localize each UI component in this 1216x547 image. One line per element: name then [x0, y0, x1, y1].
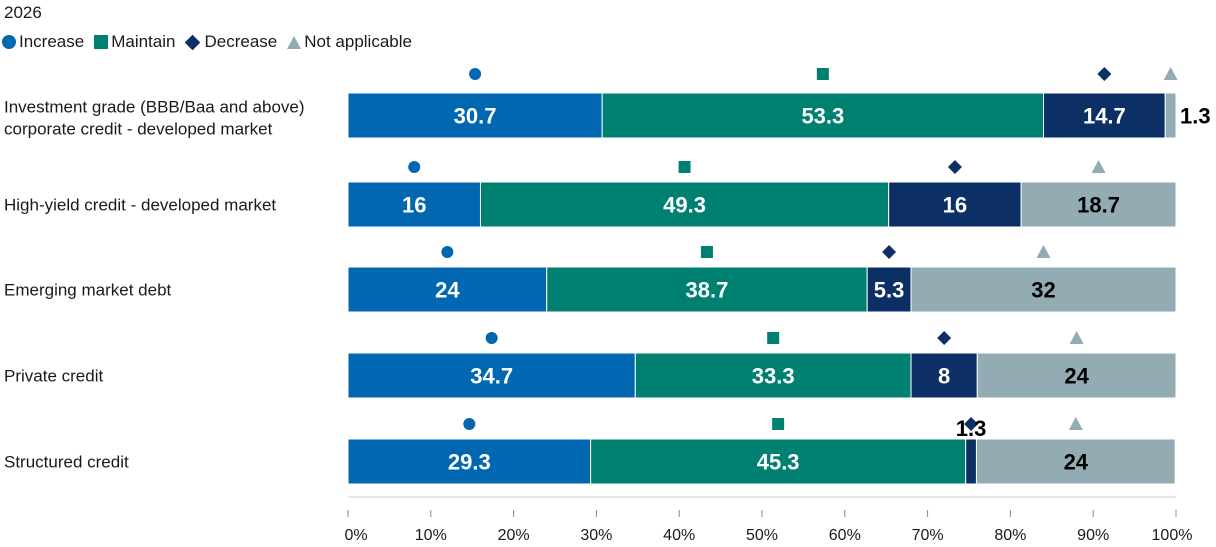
bar-segment-maintain: [479, 181, 890, 228]
bar-segment-maintain: [601, 92, 1045, 139]
x-tick-label: 20%: [498, 527, 530, 544]
triangle-icon: [287, 35, 302, 49]
x-tick-label: 0%: [344, 527, 367, 544]
bar-segment-decrease: [1043, 92, 1166, 139]
legend-item-not-applicable: Not applicable: [287, 32, 412, 52]
decrease-marker: [882, 245, 897, 259]
x-tick-label: 30%: [580, 527, 612, 544]
data-label: 1.3: [1180, 104, 1211, 129]
bar-segment-maintain: [634, 352, 912, 399]
bar-segment-decrease: [910, 352, 978, 399]
increase-marker: [441, 246, 454, 258]
not-applicable-marker: [1036, 245, 1051, 258]
bar-segment-increase: [347, 181, 481, 228]
legend-item-increase: Increase: [2, 32, 84, 52]
x-tick-label: 100%: [1152, 527, 1193, 544]
x-tick-label: 40%: [663, 527, 695, 544]
x-tick-label: 90%: [1077, 527, 1109, 544]
legend-label: Decrease: [204, 32, 278, 51]
bar-segment-increase: [347, 352, 636, 399]
bar-segment-decrease: [866, 266, 912, 313]
x-tick-label: 10%: [415, 527, 447, 544]
maintain-marker: [767, 332, 780, 344]
bar-segment-not-applicable: [976, 352, 1177, 399]
data-label: 45.3: [757, 450, 800, 475]
data-label: 16: [402, 193, 426, 218]
legend-label: Increase: [19, 32, 85, 51]
increase-marker: [463, 418, 476, 430]
data-label: 1.3: [956, 416, 987, 441]
bar-segment-increase: [347, 266, 548, 313]
x-tick-label: 70%: [912, 527, 944, 544]
legend-label: Not applicable: [304, 32, 412, 51]
increase-marker: [408, 161, 421, 173]
increase-marker: [485, 332, 498, 344]
x-tick-label: 80%: [994, 527, 1026, 544]
maintain-marker: [700, 246, 713, 258]
x-tick-label: 50%: [746, 527, 778, 544]
decrease-marker: [964, 417, 979, 431]
bar-segment-maintain: [546, 266, 868, 313]
square-icon: [94, 35, 109, 49]
data-label: 14.7: [1083, 104, 1126, 129]
x-tick-label: 60%: [829, 527, 861, 544]
category-label: Emerging market debt: [4, 281, 172, 300]
increase-marker: [469, 68, 482, 80]
legend-item-decrease: Decrease: [185, 32, 277, 52]
data-label: 24: [1064, 364, 1089, 389]
data-label: 34.7: [470, 364, 513, 389]
bar-segment-decrease: [965, 438, 977, 485]
data-label: 29.3: [448, 450, 491, 475]
legend: Increase Maintain Decrease Not applicabl…: [2, 32, 412, 52]
decrease-marker: [937, 331, 952, 345]
data-label: 24: [1064, 450, 1089, 475]
maintain-marker: [816, 68, 829, 80]
maintain-marker: [772, 418, 785, 430]
legend-label: Maintain: [111, 32, 176, 51]
category-label: Private credit: [4, 367, 103, 386]
category-label: Investment grade (BBB/Baa and above) corp…: [4, 98, 305, 139]
decrease-marker: [947, 160, 962, 174]
category-label: High-yield credit - developed market: [4, 196, 276, 215]
maintain-marker: [678, 161, 691, 173]
not-applicable-marker: [1163, 67, 1178, 80]
bar-segment-not-applicable: [1164, 92, 1177, 139]
bar-segment-maintain: [590, 438, 967, 485]
bar-segment-increase: [347, 438, 592, 485]
data-label: 33.3: [752, 364, 795, 389]
data-label: 16: [943, 193, 967, 218]
bar-segment-not-applicable: [1020, 181, 1177, 228]
not-applicable-marker: [1091, 160, 1106, 173]
not-applicable-marker: [1069, 331, 1084, 344]
bar-segment-not-applicable: [975, 438, 1176, 485]
decrease-marker: [1097, 67, 1112, 81]
bar-segment-increase: [347, 92, 603, 139]
data-label: 49.3: [663, 193, 706, 218]
data-label: 30.7: [454, 104, 497, 129]
data-label: 5.3: [874, 278, 905, 303]
bar-segment-decrease: [888, 181, 1022, 228]
category-label: Structured credit: [4, 453, 129, 472]
bar-segment-not-applicable: [910, 266, 1177, 313]
not-applicable-marker: [1068, 417, 1083, 430]
data-label: 8: [938, 364, 950, 389]
data-label: 32: [1031, 278, 1055, 303]
circle-icon: [2, 35, 16, 49]
data-label: 18.7: [1077, 193, 1120, 218]
chart-title: 2026: [4, 3, 42, 22]
data-label: 38.7: [686, 278, 729, 303]
data-label: 24: [435, 278, 460, 303]
data-label: 53.3: [801, 104, 844, 129]
legend-item-maintain: Maintain: [94, 32, 175, 52]
